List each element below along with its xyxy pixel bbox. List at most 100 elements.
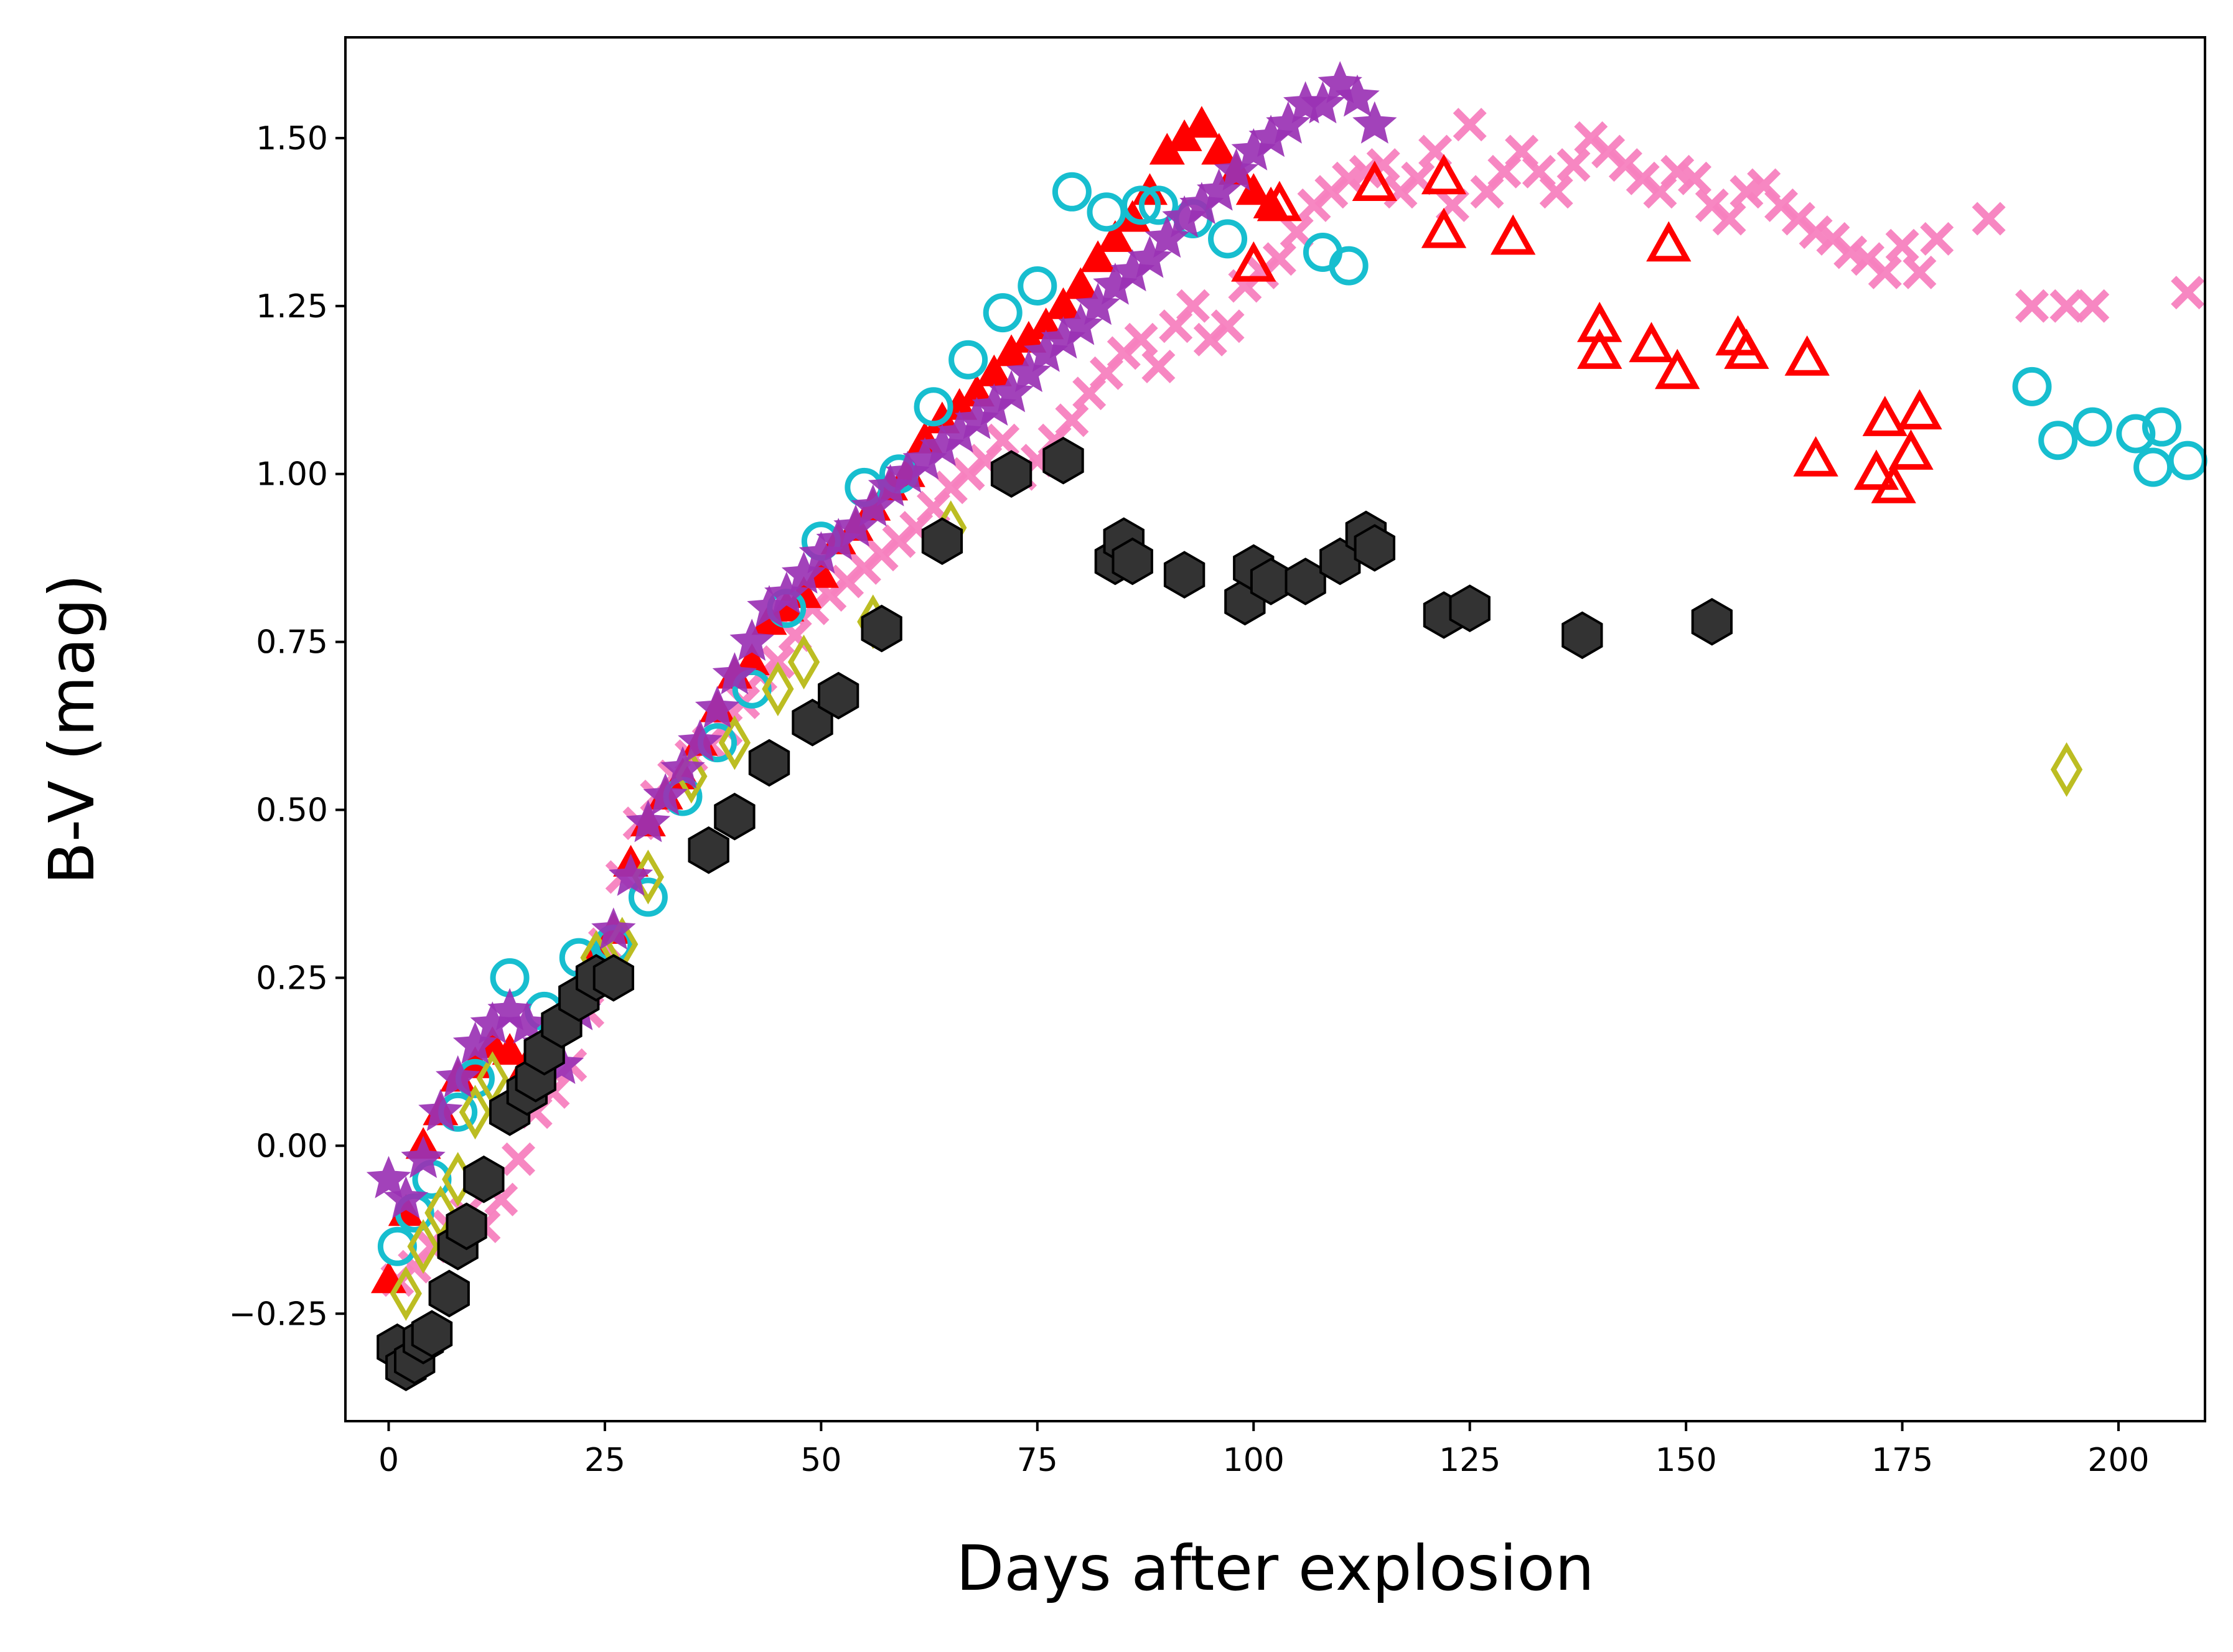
point-triangle-filled-45 — [1149, 133, 1185, 165]
point-star-15 — [625, 800, 671, 842]
point-star-41 — [1075, 282, 1120, 325]
point-diamond-open-0 — [390, 1266, 422, 1321]
point-star-27 — [833, 504, 878, 547]
x-axis-ticks: 0 25 50 75 100 125 150 175 200 — [378, 1421, 2150, 1479]
point-star-17 — [660, 746, 705, 789]
point-cross-43 — [1124, 322, 1158, 357]
point-triangle-open-9 — [1629, 322, 1674, 363]
point-cross-62 — [1453, 108, 1487, 142]
point-triangle-open-1 — [1257, 180, 1303, 222]
point-circle-open-17 — [914, 387, 953, 427]
point-star-30 — [885, 450, 930, 493]
point-star-57 — [1352, 101, 1397, 144]
point-star-25 — [798, 531, 843, 574]
point-cross-39 — [1055, 403, 1089, 437]
point-star-4 — [436, 1055, 480, 1098]
point-triangle-open-15 — [1853, 449, 1899, 490]
point-triangle-filled-50 — [1235, 173, 1271, 205]
point-cross-86 — [1868, 255, 1902, 289]
x-tick-label: 25 — [584, 1442, 625, 1479]
point-star-36 — [989, 370, 1034, 413]
point-circle-open-26 — [1208, 219, 1248, 259]
point-triangle-filled-21 — [734, 643, 770, 675]
point-circle-open-23 — [1121, 185, 1161, 225]
point-star-50 — [1231, 128, 1276, 170]
y-tick-label: 1.25 — [256, 288, 328, 325]
point-star-48 — [1197, 168, 1242, 211]
point-hexagon-8 — [463, 1155, 505, 1203]
point-star-46 — [1162, 195, 1207, 238]
point-diamond-open-10 — [718, 715, 751, 770]
point-diamond-open-12 — [787, 635, 820, 689]
x-tick-label: 125 — [1439, 1442, 1500, 1479]
point-hexagon-16 — [592, 954, 634, 1002]
point-star-28 — [851, 484, 896, 527]
point-star-18 — [678, 719, 723, 762]
point-star-19 — [695, 686, 740, 728]
point-triangle-open-14 — [1793, 436, 1838, 477]
point-triangle-open-3 — [1421, 154, 1467, 195]
x-tick-label: 200 — [2087, 1442, 2149, 1479]
point-cross-35 — [986, 423, 1020, 457]
point-circle-open-32 — [2116, 414, 2156, 454]
point-star-21 — [729, 618, 774, 661]
point-circle-open-18 — [948, 340, 988, 380]
x-axis-label: Days after explosion — [956, 1532, 1594, 1605]
point-hexagon-32 — [1250, 558, 1292, 605]
x-tick-label: 175 — [1871, 1442, 1933, 1479]
point-circle-open-0 — [377, 1226, 417, 1266]
y-axis-ticks: −0.25 0.00 0.25 0.50 0.75 1.00 1.25 1.50 — [229, 120, 345, 1333]
point-star-42 — [1093, 263, 1138, 305]
point-star-5 — [452, 1021, 498, 1064]
point-star-20 — [712, 652, 757, 694]
point-hexagon-23 — [921, 517, 963, 566]
x-tick-label: 50 — [800, 1442, 841, 1479]
point-circle-open-9 — [628, 877, 668, 917]
point-diamond-open-11 — [762, 661, 794, 717]
point-cross-46 — [1176, 289, 1210, 323]
point-hexagon-7 — [446, 1202, 487, 1251]
point-star-14 — [609, 854, 653, 896]
point-cross-48 — [1210, 309, 1245, 343]
point-hexagon-21 — [818, 671, 859, 720]
point-triangle-open-18 — [1888, 429, 1934, 470]
point-triangle-filled-42 — [1097, 220, 1133, 252]
point-triangle-open-12 — [1724, 329, 1769, 369]
point-cross-52 — [1280, 215, 1314, 250]
y-tick-label: 1.00 — [256, 456, 328, 493]
point-star-13 — [591, 907, 636, 950]
point-star-52 — [1266, 101, 1311, 144]
point-cross-82 — [1799, 215, 1833, 250]
y-tick-label: 1.50 — [256, 120, 328, 157]
point-triangle-open-2 — [1352, 161, 1397, 201]
point-triangle-filled-36 — [993, 334, 1029, 366]
point-triangle-open-0 — [1231, 241, 1276, 282]
y-tick-label: 0.25 — [256, 959, 328, 997]
point-triangle-filled-40 — [1062, 267, 1098, 299]
point-circle-open-28 — [1329, 246, 1369, 286]
x-tick-label: 0 — [378, 1442, 399, 1479]
point-circle-open-20 — [1018, 266, 1057, 306]
point-hexagon-38 — [1449, 584, 1491, 633]
point-cross-89 — [1920, 222, 1954, 256]
point-star-22 — [747, 585, 792, 627]
point-star-45 — [1145, 215, 1189, 258]
point-cross-90 — [1972, 202, 2006, 236]
point-hexagon-40 — [1691, 597, 1733, 646]
point-diamond-open-15 — [2050, 742, 2083, 797]
point-star-49 — [1214, 148, 1259, 191]
point-triangle-open-10 — [1655, 348, 1700, 390]
point-diamond-open-1 — [407, 1219, 439, 1274]
point-hexagon-4 — [411, 1310, 453, 1358]
point-triangle-open-4 — [1421, 207, 1467, 248]
point-triangle-filled-46 — [1166, 119, 1202, 151]
point-hexagon-33 — [1285, 558, 1326, 605]
point-hexagon-17 — [688, 826, 729, 874]
point-star-47 — [1179, 182, 1224, 225]
point-triangle-filled-48 — [1201, 133, 1237, 165]
point-triangle-open-8 — [1577, 329, 1622, 369]
point-cross-88 — [1903, 255, 1937, 289]
point-cross-68 — [1557, 148, 1591, 182]
point-star-39 — [1041, 316, 1086, 359]
y-tick-label: 0.50 — [256, 792, 328, 829]
